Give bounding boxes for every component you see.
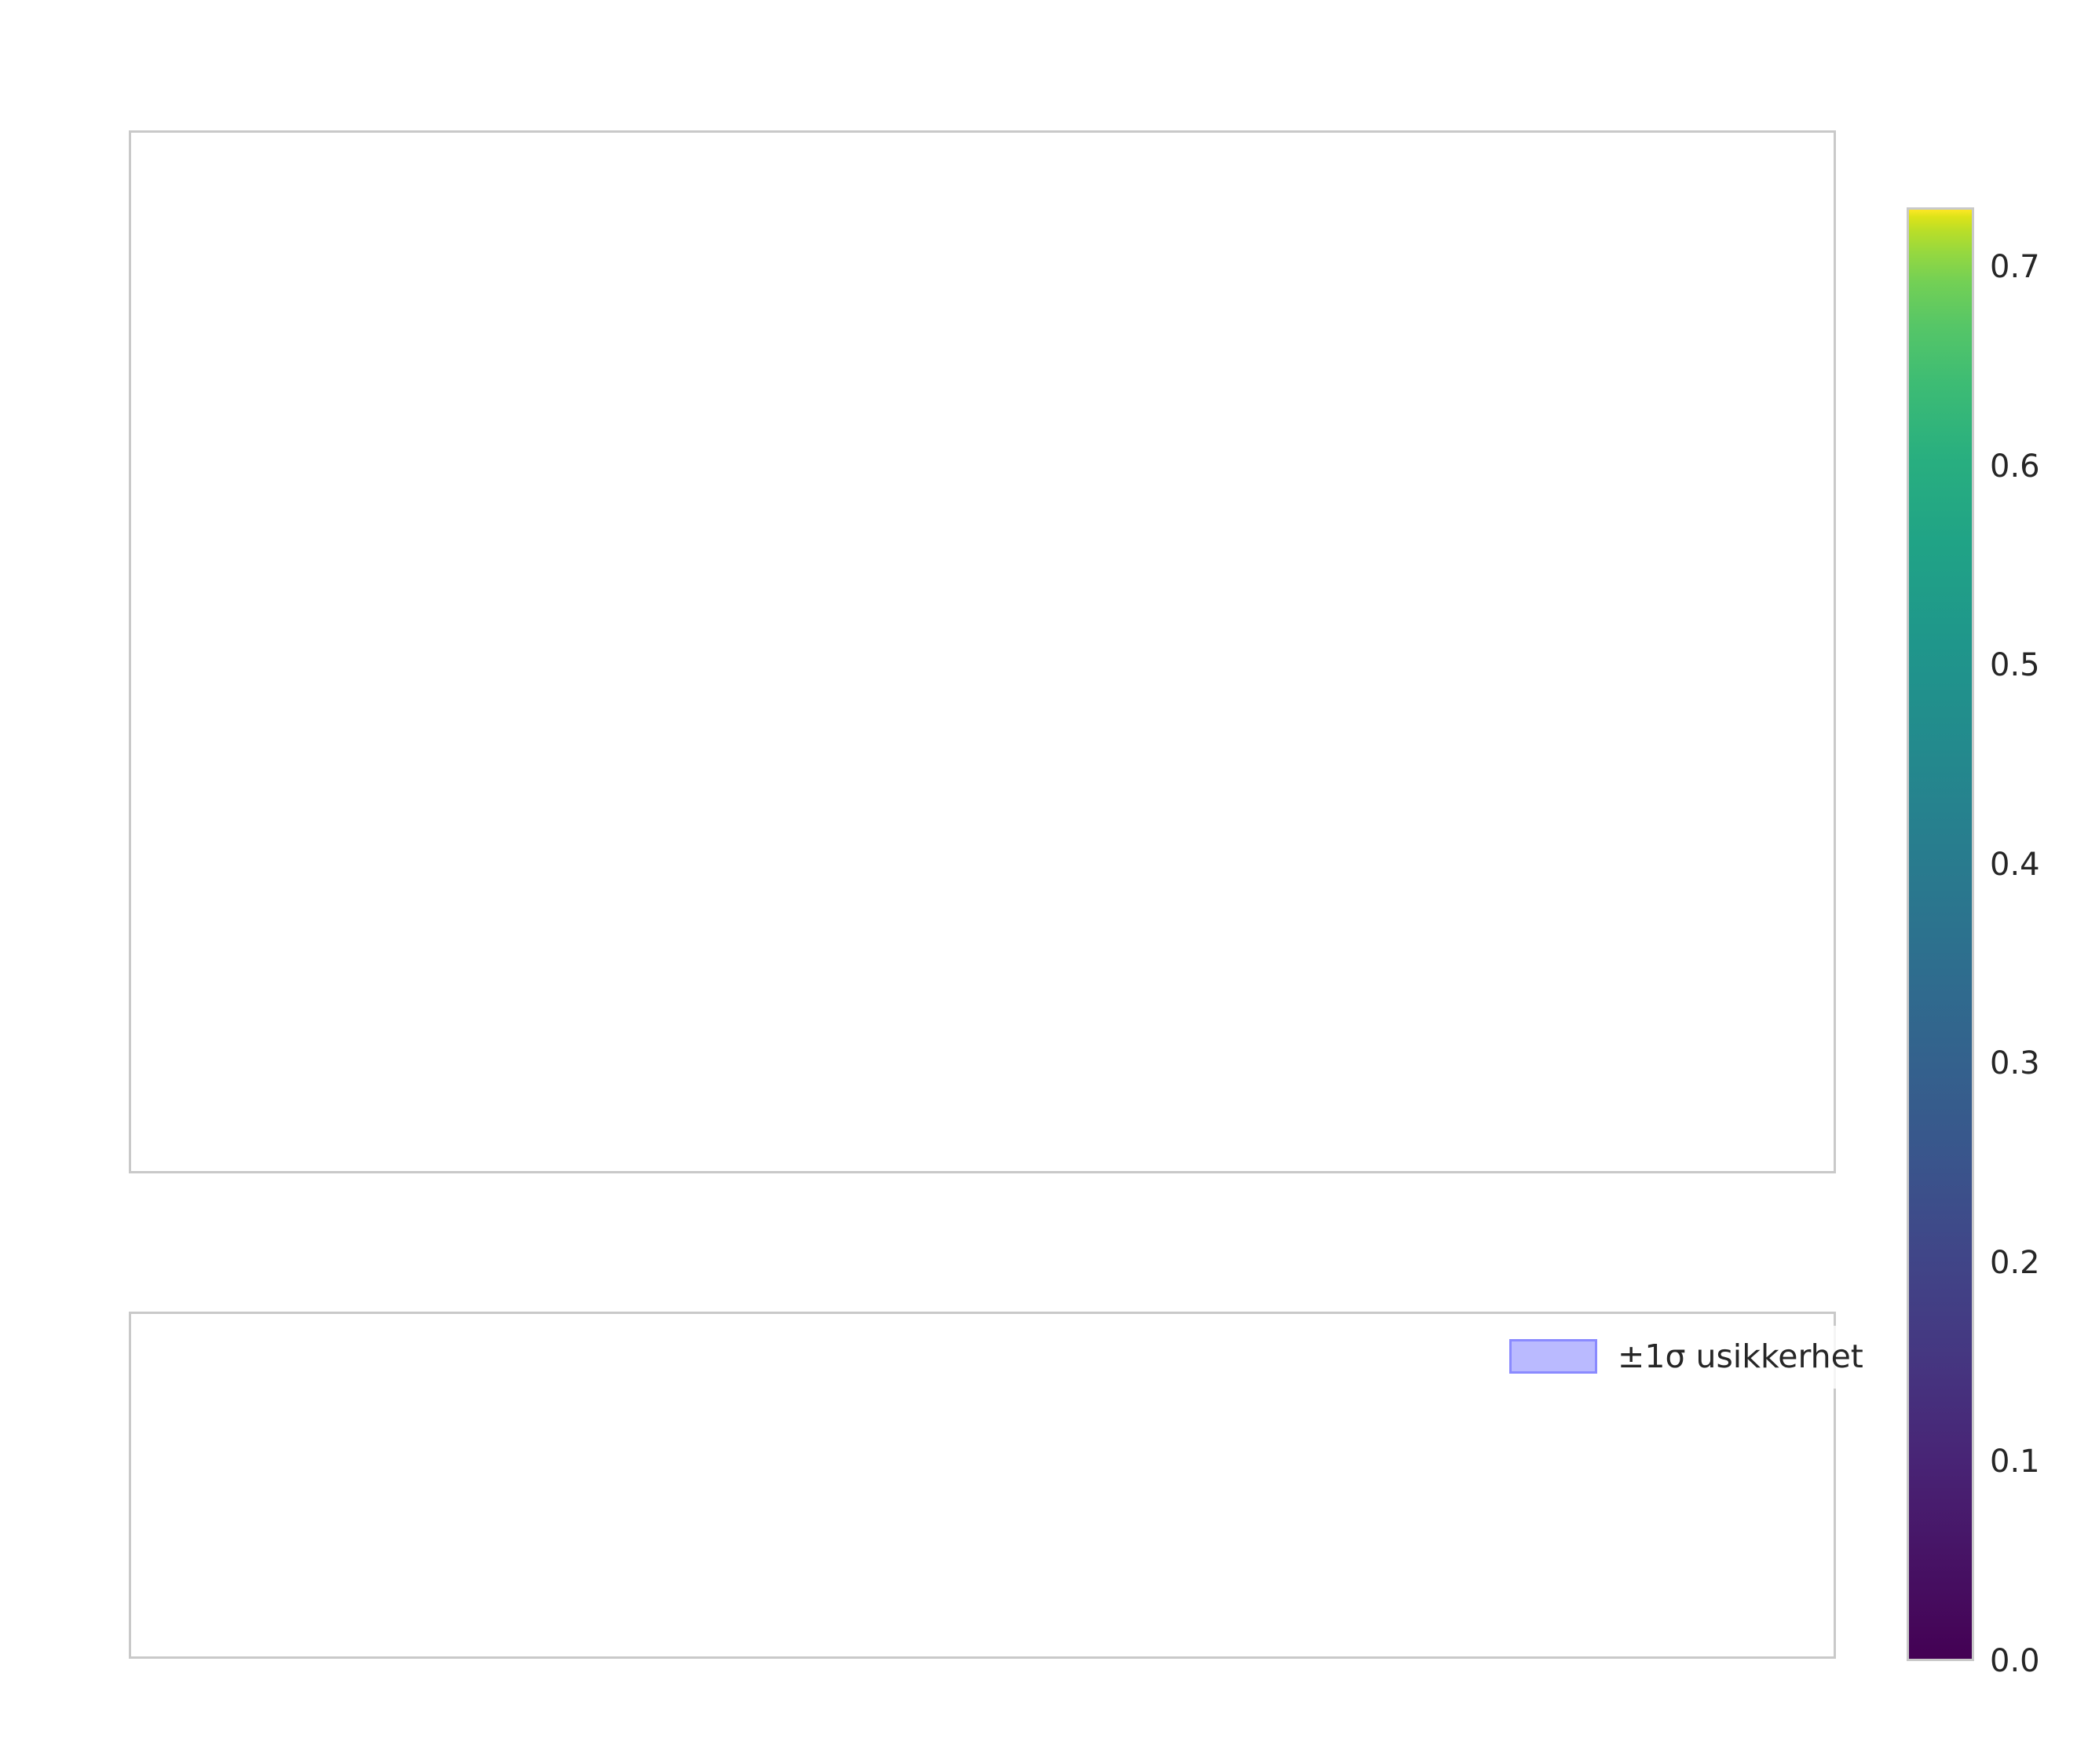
colorbar-tick-label: 0.3	[1990, 1045, 2040, 1082]
colorbar-tick-label: 0.1	[1990, 1444, 2040, 1480]
legend-entry: ±1σ usikkerhet	[1506, 1334, 1863, 1379]
colorbar-tick-label: 0.7	[1990, 249, 2040, 286]
colorbar-tick-label: 0.6	[1990, 448, 2040, 485]
trajectory-plot-axes	[129, 130, 1836, 1173]
colorbar-tick-label: 0.4	[1990, 846, 2040, 883]
colorbar-tick-label: 0.5	[1990, 647, 2040, 684]
residual-legend: ±1σ usikkerhet	[1492, 1326, 1881, 1389]
colorbar	[1907, 207, 1974, 1661]
colorbar-tick-label: 0.2	[1990, 1244, 2040, 1281]
colorbar-tick-label: 0.0	[1990, 1643, 2040, 1679]
legend-marker-patch	[1509, 1339, 1597, 1374]
legend-label: ±1σ usikkerhet	[1618, 1338, 1863, 1375]
legend-handle	[1506, 1339, 1600, 1374]
